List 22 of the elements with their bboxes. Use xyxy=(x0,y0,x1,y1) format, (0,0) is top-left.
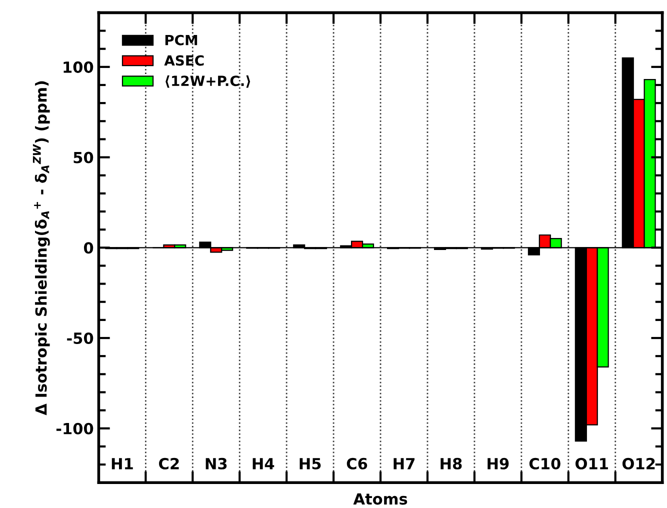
y-tick-label: -100 xyxy=(56,422,94,434)
x-tick-label: H4 xyxy=(252,458,274,470)
x-tick-label: C2 xyxy=(159,458,179,470)
x-tick-label: H1 xyxy=(112,458,133,470)
x-tick-label: H8 xyxy=(440,458,462,470)
legend-label: PCM xyxy=(165,34,198,46)
legend-label: ⟨12W+P.C.⟩ xyxy=(166,75,250,88)
y-tick-label: -50 xyxy=(67,332,94,344)
x-tick-label: C10 xyxy=(529,458,560,470)
x-axis-title: Atoms xyxy=(353,493,408,505)
y-tick-label: 100 xyxy=(64,61,94,73)
x-tick-label: H7 xyxy=(394,458,414,470)
x-tick-label: H9 xyxy=(488,458,509,470)
x-tick-label: H5 xyxy=(300,458,321,470)
legend-label: ASEC xyxy=(164,55,204,66)
y-tick-label: 50 xyxy=(74,152,94,164)
x-tick-label: O12 xyxy=(622,458,655,470)
y-tick-label: 0 xyxy=(84,242,94,254)
x-tick-label: N3 xyxy=(206,458,227,470)
y-axis-title: Δ Isotropic Shielding(δ$_{A}$$^{+}$ - δ$_{A}$$^{ZW}$) (ppm) xyxy=(32,81,50,416)
x-tick-label: O11 xyxy=(576,458,608,470)
x-tick-label: C6 xyxy=(346,458,368,470)
